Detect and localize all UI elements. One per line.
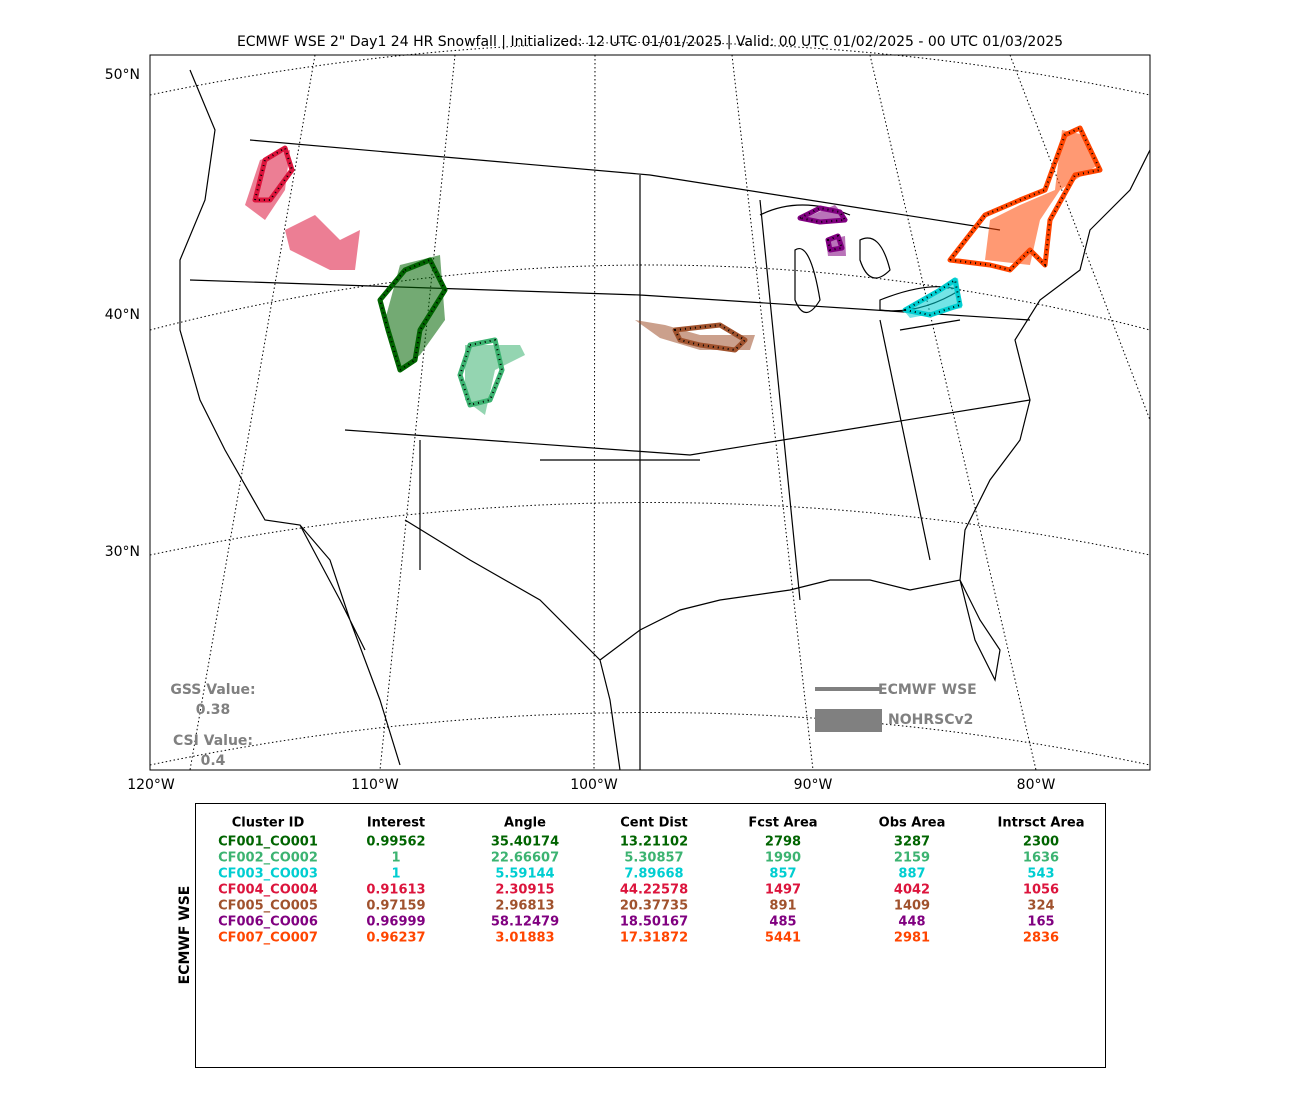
table-cell: CF006_CO006: [218, 915, 318, 930]
table-cell: 324: [1027, 899, 1054, 914]
forecast-outline: [252, 145, 295, 203]
table-cell: 17.31872: [620, 931, 688, 946]
great-lakes: [759, 204, 962, 331]
table-cell: 58.12479: [491, 915, 559, 930]
lon-label: 90°W: [794, 777, 833, 793]
table-header: Obs Area: [879, 816, 946, 831]
table-cell: 2.30915: [495, 883, 554, 898]
table-cell: CF007_CO007: [218, 931, 318, 946]
table-cell: 857: [769, 867, 796, 882]
table-cell: CF003_CO003: [218, 867, 318, 882]
observed-area: [635, 320, 755, 350]
table-cell: 13.21102: [620, 835, 688, 850]
map-frame: [149, 54, 1151, 771]
table-cell: 1409: [894, 899, 930, 914]
table: Cluster ID Interest Angle Cent Dist Fcst Are…: [218, 816, 1084, 946]
table-cell: 1: [391, 867, 400, 882]
forecast-outline: [377, 257, 448, 373]
lat-labels: 50°N 40°N 30°N: [105, 67, 140, 560]
table-cell: 5441: [765, 931, 801, 946]
table-cell: 20.37735: [620, 899, 688, 914]
forecast-outline-dots: [948, 126, 1102, 272]
table-cell: 1497: [765, 883, 801, 898]
table-header: Intrsct Area: [998, 816, 1085, 831]
table-cell: 2836: [1023, 931, 1059, 946]
table-cell: 4042: [894, 883, 930, 898]
clusters: [245, 125, 1103, 415]
map: [149, 42, 1151, 771]
observed-area: [465, 345, 525, 415]
csi-label: CSI Value:: [173, 733, 253, 749]
table-cell: 35.40174: [491, 835, 559, 850]
table-cell: 485: [769, 915, 796, 930]
table-cell: 165: [1027, 915, 1054, 930]
table-cell: CF002_CO002: [218, 851, 318, 866]
table-cell: CF001_CO001: [218, 835, 318, 850]
table-cell: 2.96813: [495, 899, 554, 914]
table-cell: 7.89668: [624, 867, 683, 882]
table-cell: 0.99562: [366, 835, 425, 850]
lat-label: 30°N: [105, 544, 140, 560]
lon-label: 80°W: [1017, 777, 1056, 793]
forecast-outline-dots: [673, 323, 747, 352]
table-header: Interest: [367, 816, 425, 831]
lon-label: 100°W: [570, 777, 618, 793]
table-cell: 2981: [894, 931, 930, 946]
lat-label: 50°N: [105, 67, 140, 83]
table-header: Angle: [504, 816, 546, 831]
table-cell: 543: [1027, 867, 1054, 882]
table-side-label: ECMWF WSE: [177, 886, 193, 985]
table-cell: 22.66607: [491, 851, 559, 866]
table-cell: 448: [898, 915, 925, 930]
table-cell: 2798: [765, 835, 801, 850]
forecast-outline: [902, 277, 963, 318]
table-cell: 891: [769, 899, 796, 914]
table-cell: 1056: [1023, 883, 1059, 898]
lon-label: 120°W: [127, 777, 175, 793]
coastline: [179, 69, 1151, 771]
lon-label: 110°W: [351, 777, 399, 793]
table-cell: 5.59144: [495, 867, 554, 882]
forecast-outline-dots: [796, 206, 847, 252]
title: ECMWF WSE 2" Day1 24 HR Snowfall | Initi…: [237, 34, 1063, 50]
table-cell: 887: [898, 867, 925, 882]
table-cell: 1636: [1023, 851, 1059, 866]
lon-labels: 120°W 110°W 100°W 90°W 80°W: [127, 777, 1055, 793]
observed-area: [385, 255, 445, 370]
legend-forecast: ECMWF WSE: [878, 682, 977, 698]
state-borders: [189, 139, 1031, 770]
table-cell: 0.96237: [366, 931, 425, 946]
table-cell: 2300: [1023, 835, 1059, 850]
table-cell: 1990: [765, 851, 801, 866]
table-cell: 2159: [894, 851, 930, 866]
table-cell: CF004_CO004: [218, 883, 318, 898]
table-cell: 3287: [894, 835, 930, 850]
legend-swatch: [815, 709, 882, 732]
gss-label: GSS Value:: [170, 682, 255, 698]
legend: ECMWF WSE NOHRSCv2: [815, 682, 977, 732]
table-header: Fcst Area: [748, 816, 817, 831]
table-cell: 0.97159: [366, 899, 425, 914]
observed-area: [245, 150, 360, 270]
lat-label: 40°N: [105, 307, 140, 323]
table-cell: 44.22578: [620, 883, 688, 898]
table-frame: [195, 803, 1106, 1068]
observed-area: [800, 205, 848, 256]
table-header: Cent Dist: [620, 816, 688, 831]
table-cell: 0.91613: [366, 883, 425, 898]
legend-observed: NOHRSCv2: [888, 712, 973, 728]
table-cell: 5.30857: [624, 851, 683, 866]
table-cell: 1: [391, 851, 400, 866]
scores: GSS Value: 0.38 CSI Value: 0.4: [170, 682, 255, 769]
table-cell: 3.01883: [495, 931, 554, 946]
table-cell: CF005_CO005: [218, 899, 318, 914]
table-header: Cluster ID: [232, 816, 305, 831]
csi-value: 0.4: [201, 753, 226, 769]
gss-value: 0.38: [196, 702, 231, 718]
table-cell: 18.50167: [620, 915, 688, 930]
table-cell: 0.96999: [366, 915, 425, 930]
observed-area: [985, 130, 1098, 265]
forecast-outline-dots: [458, 338, 504, 407]
